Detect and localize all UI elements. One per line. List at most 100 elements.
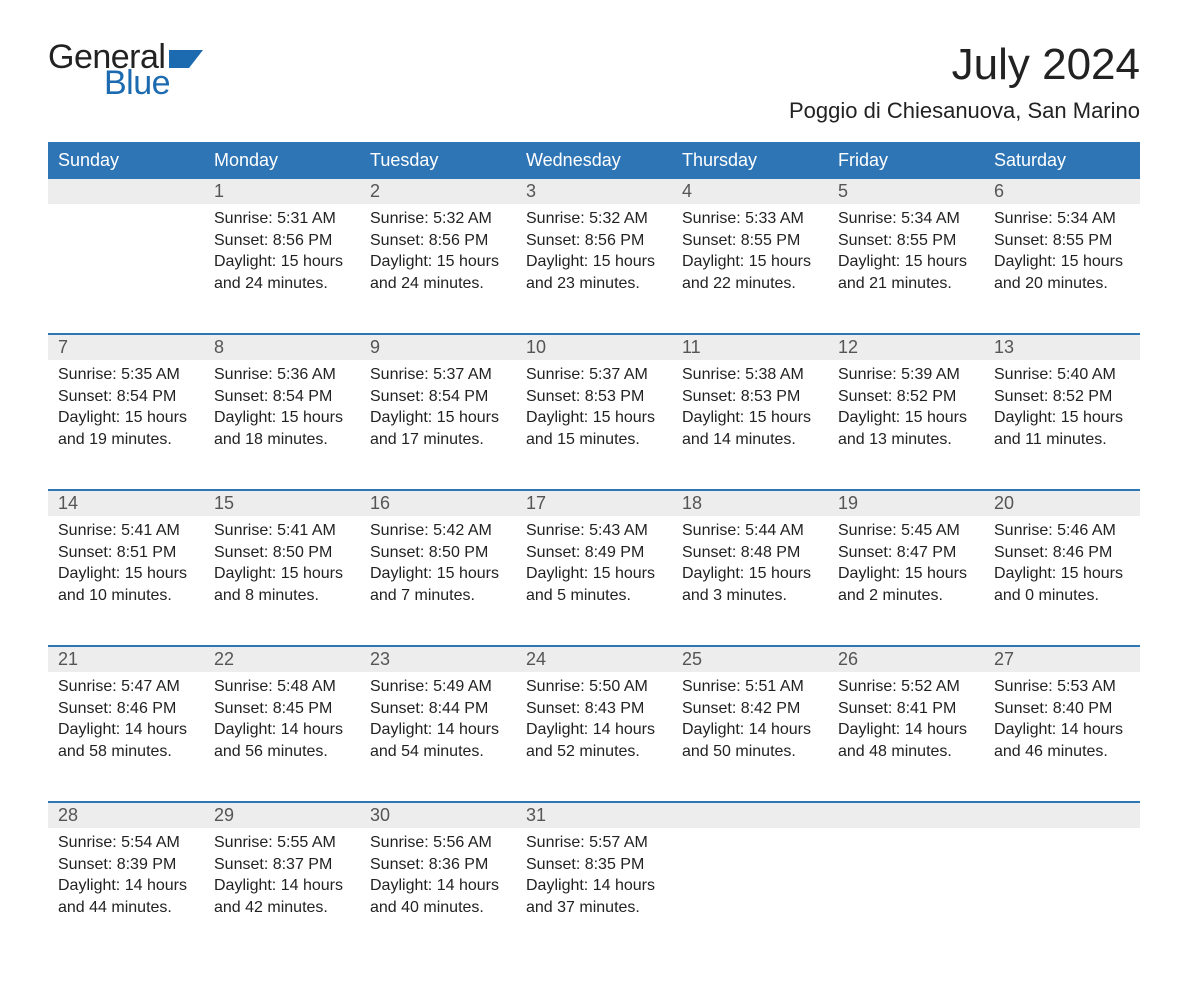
day-content-cell: Sunrise: 5:51 AMSunset: 8:42 PMDaylight:… — [672, 672, 828, 802]
sunrise-line: Sunrise: 5:52 AM — [838, 676, 974, 698]
sunset-line: Sunset: 8:44 PM — [370, 698, 506, 720]
daylight-line: Daylight: 15 hours and 13 minutes. — [838, 407, 974, 450]
day-number-cell: 19 — [828, 490, 984, 516]
day-content-cell: Sunrise: 5:44 AMSunset: 8:48 PMDaylight:… — [672, 516, 828, 646]
daylight-line: Daylight: 15 hours and 18 minutes. — [214, 407, 350, 450]
daylight-line: Daylight: 14 hours and 48 minutes. — [838, 719, 974, 762]
sunset-line: Sunset: 8:54 PM — [214, 386, 350, 408]
sunrise-line: Sunrise: 5:54 AM — [58, 832, 194, 854]
day-number-cell: 14 — [48, 490, 204, 516]
daylight-line: Daylight: 14 hours and 44 minutes. — [58, 875, 194, 918]
sunrise-line: Sunrise: 5:47 AM — [58, 676, 194, 698]
day-number-cell: 15 — [204, 490, 360, 516]
sunrise-line: Sunrise: 5:36 AM — [214, 364, 350, 386]
day-number-cell: 12 — [828, 334, 984, 360]
weekday-header: Friday — [828, 143, 984, 178]
sunset-line: Sunset: 8:47 PM — [838, 542, 974, 564]
sunset-line: Sunset: 8:54 PM — [370, 386, 506, 408]
sunset-line: Sunset: 8:42 PM — [682, 698, 818, 720]
day-number-cell — [984, 802, 1140, 828]
day-content-cell: Sunrise: 5:54 AMSunset: 8:39 PMDaylight:… — [48, 828, 204, 958]
day-content-row: Sunrise: 5:35 AMSunset: 8:54 PMDaylight:… — [48, 360, 1140, 490]
day-content-cell: Sunrise: 5:47 AMSunset: 8:46 PMDaylight:… — [48, 672, 204, 802]
daylight-line: Daylight: 15 hours and 22 minutes. — [682, 251, 818, 294]
day-number-cell: 16 — [360, 490, 516, 516]
sunset-line: Sunset: 8:52 PM — [838, 386, 974, 408]
sunset-line: Sunset: 8:41 PM — [838, 698, 974, 720]
sunrise-line: Sunrise: 5:37 AM — [370, 364, 506, 386]
sunset-line: Sunset: 8:52 PM — [994, 386, 1130, 408]
day-content-cell: Sunrise: 5:41 AMSunset: 8:51 PMDaylight:… — [48, 516, 204, 646]
sunrise-line: Sunrise: 5:50 AM — [526, 676, 662, 698]
sunset-line: Sunset: 8:55 PM — [838, 230, 974, 252]
day-number-row: 123456 — [48, 178, 1140, 204]
weekday-header: Saturday — [984, 143, 1140, 178]
sunset-line: Sunset: 8:56 PM — [526, 230, 662, 252]
sunrise-line: Sunrise: 5:42 AM — [370, 520, 506, 542]
daylight-line: Daylight: 15 hours and 3 minutes. — [682, 563, 818, 606]
daylight-line: Daylight: 15 hours and 2 minutes. — [838, 563, 974, 606]
day-number-cell: 1 — [204, 178, 360, 204]
header: General Blue July 2024 Poggio di Chiesan… — [48, 40, 1140, 124]
day-content-cell: Sunrise: 5:37 AMSunset: 8:53 PMDaylight:… — [516, 360, 672, 490]
sunset-line: Sunset: 8:55 PM — [994, 230, 1130, 252]
day-number-row: 21222324252627 — [48, 646, 1140, 672]
day-content-cell: Sunrise: 5:36 AMSunset: 8:54 PMDaylight:… — [204, 360, 360, 490]
daylight-line: Daylight: 15 hours and 15 minutes. — [526, 407, 662, 450]
day-content-cell: Sunrise: 5:46 AMSunset: 8:46 PMDaylight:… — [984, 516, 1140, 646]
sunrise-line: Sunrise: 5:55 AM — [214, 832, 350, 854]
sunrise-line: Sunrise: 5:41 AM — [58, 520, 194, 542]
day-number-cell: 7 — [48, 334, 204, 360]
sunrise-line: Sunrise: 5:49 AM — [370, 676, 506, 698]
day-number-cell: 4 — [672, 178, 828, 204]
day-content-cell: Sunrise: 5:32 AMSunset: 8:56 PMDaylight:… — [516, 204, 672, 334]
daylight-line: Daylight: 14 hours and 40 minutes. — [370, 875, 506, 918]
daylight-line: Daylight: 15 hours and 17 minutes. — [370, 407, 506, 450]
day-content-cell: Sunrise: 5:33 AMSunset: 8:55 PMDaylight:… — [672, 204, 828, 334]
weekday-header-row: Sunday Monday Tuesday Wednesday Thursday… — [48, 143, 1140, 178]
day-number-cell: 30 — [360, 802, 516, 828]
sunrise-line: Sunrise: 5:34 AM — [994, 208, 1130, 230]
day-content-cell: Sunrise: 5:41 AMSunset: 8:50 PMDaylight:… — [204, 516, 360, 646]
logo: General Blue — [48, 40, 205, 100]
sunrise-line: Sunrise: 5:44 AM — [682, 520, 818, 542]
day-content-cell: Sunrise: 5:42 AMSunset: 8:50 PMDaylight:… — [360, 516, 516, 646]
day-number-cell: 31 — [516, 802, 672, 828]
day-number-cell: 13 — [984, 334, 1140, 360]
flag-icon — [169, 46, 205, 68]
day-content-row: Sunrise: 5:47 AMSunset: 8:46 PMDaylight:… — [48, 672, 1140, 802]
sunrise-line: Sunrise: 5:35 AM — [58, 364, 194, 386]
day-content-cell: Sunrise: 5:49 AMSunset: 8:44 PMDaylight:… — [360, 672, 516, 802]
day-number-row: 14151617181920 — [48, 490, 1140, 516]
daylight-line: Daylight: 15 hours and 21 minutes. — [838, 251, 974, 294]
sunrise-line: Sunrise: 5:33 AM — [682, 208, 818, 230]
day-content-cell: Sunrise: 5:38 AMSunset: 8:53 PMDaylight:… — [672, 360, 828, 490]
sunrise-line: Sunrise: 5:41 AM — [214, 520, 350, 542]
day-content-cell: Sunrise: 5:55 AMSunset: 8:37 PMDaylight:… — [204, 828, 360, 958]
day-number-cell — [672, 802, 828, 828]
sunrise-line: Sunrise: 5:32 AM — [526, 208, 662, 230]
day-content-row: Sunrise: 5:31 AMSunset: 8:56 PMDaylight:… — [48, 204, 1140, 334]
day-number-cell — [48, 178, 204, 204]
daylight-line: Daylight: 14 hours and 37 minutes. — [526, 875, 662, 918]
day-number-cell: 24 — [516, 646, 672, 672]
sunrise-line: Sunrise: 5:38 AM — [682, 364, 818, 386]
sunset-line: Sunset: 8:56 PM — [370, 230, 506, 252]
daylight-line: Daylight: 14 hours and 58 minutes. — [58, 719, 194, 762]
sunrise-line: Sunrise: 5:39 AM — [838, 364, 974, 386]
day-number-cell — [828, 802, 984, 828]
daylight-line: Daylight: 15 hours and 11 minutes. — [994, 407, 1130, 450]
sunset-line: Sunset: 8:35 PM — [526, 854, 662, 876]
day-content-cell: Sunrise: 5:32 AMSunset: 8:56 PMDaylight:… — [360, 204, 516, 334]
sunrise-line: Sunrise: 5:48 AM — [214, 676, 350, 698]
sunrise-line: Sunrise: 5:45 AM — [838, 520, 974, 542]
day-number-cell: 27 — [984, 646, 1140, 672]
day-content-cell: Sunrise: 5:57 AMSunset: 8:35 PMDaylight:… — [516, 828, 672, 958]
calendar-table: Sunday Monday Tuesday Wednesday Thursday… — [48, 142, 1140, 958]
day-number-cell: 25 — [672, 646, 828, 672]
daylight-line: Daylight: 15 hours and 24 minutes. — [214, 251, 350, 294]
sunrise-line: Sunrise: 5:40 AM — [994, 364, 1130, 386]
daylight-line: Daylight: 14 hours and 46 minutes. — [994, 719, 1130, 762]
sunset-line: Sunset: 8:55 PM — [682, 230, 818, 252]
weekday-header: Sunday — [48, 143, 204, 178]
